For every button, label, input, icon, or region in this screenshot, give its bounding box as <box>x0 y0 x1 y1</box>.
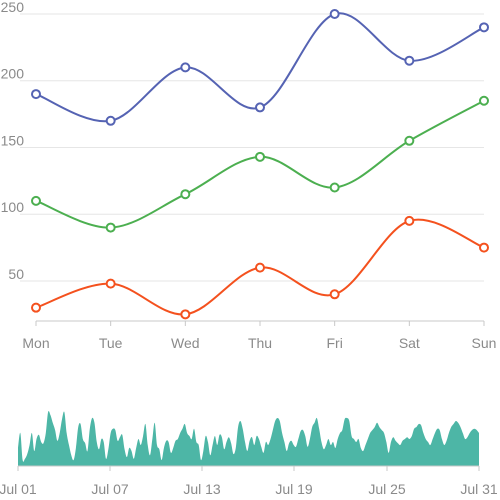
data-point <box>180 189 191 200</box>
data-point <box>105 222 116 233</box>
x-tick-label: Tue <box>99 335 123 351</box>
data-point <box>255 151 265 162</box>
data-point <box>105 278 116 289</box>
data-point <box>31 89 41 100</box>
data-point <box>31 302 41 313</box>
area-chart: Jul 01 Jul 07 Jul 13 Jul 19 Jul 25 Jul 31 <box>0 410 498 497</box>
x-tick-label: Wed <box>171 335 200 351</box>
y-tick-label: 150 <box>1 132 25 148</box>
data-point <box>479 242 489 253</box>
data-point <box>329 9 340 19</box>
area-x-tick-label: Jul 07 <box>91 481 129 497</box>
data-point <box>180 62 191 73</box>
x-tick-label: Sun <box>472 335 497 351</box>
area-x-tick-label: Jul 13 <box>183 481 221 497</box>
x-tick-label: Mon <box>22 335 49 351</box>
y-tick-label: 100 <box>1 199 25 215</box>
x-tick-label: Sat <box>399 335 420 351</box>
data-point <box>404 55 415 66</box>
data-point <box>180 309 191 320</box>
data-point <box>479 95 489 106</box>
area-x-tick-label: Jul 31 <box>460 481 498 497</box>
data-point <box>31 195 41 206</box>
y-tick-label: 200 <box>1 66 25 82</box>
line-chart: 50 100 150 200 250 Mon Tue Wed Thu Fri Sat Sun <box>1 0 497 351</box>
y-tick-label: 250 <box>1 0 25 15</box>
data-point <box>105 115 116 126</box>
y-tick-label: 50 <box>8 266 24 282</box>
area-series <box>18 410 479 466</box>
data-point <box>329 289 340 300</box>
data-point <box>255 102 265 113</box>
data-point <box>329 182 340 193</box>
area-x-tick-label: Jul 19 <box>275 481 313 497</box>
area-x-tick-label: Jul 01 <box>0 481 37 497</box>
data-point <box>479 22 489 33</box>
data-point <box>255 262 265 273</box>
data-point <box>404 215 415 226</box>
area-x-tick-label: Jul 25 <box>368 481 406 497</box>
data-point <box>404 135 415 146</box>
x-tick-label: Fri <box>327 335 343 351</box>
x-tick-label: Thu <box>248 335 272 351</box>
series-line <box>35 99 485 229</box>
